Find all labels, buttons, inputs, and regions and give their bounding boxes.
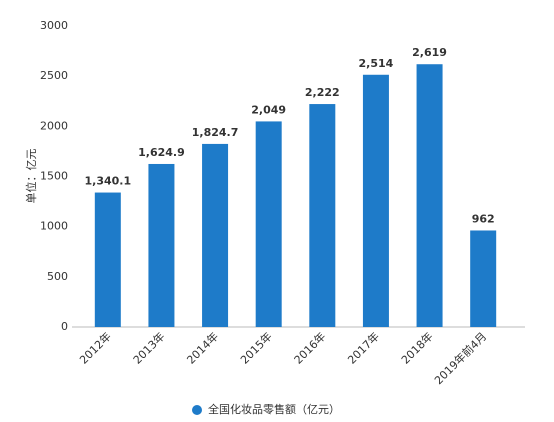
x-tick-label: 2012年 (76, 329, 113, 366)
y-tick-label: 1500 (40, 170, 68, 183)
x-tick-label: 2018年 (398, 329, 435, 366)
bar (202, 143, 229, 327)
bar (94, 192, 121, 327)
value-label: 2,222 (305, 86, 340, 99)
bar (309, 104, 336, 328)
bar (362, 74, 389, 328)
value-label: 2,514 (359, 57, 394, 70)
value-label: 1,340.1 (84, 175, 131, 188)
value-label: 1,624.9 (138, 146, 185, 159)
bar (416, 64, 443, 328)
legend-label: 全国化妆品零售额（亿元） (208, 402, 340, 416)
x-tick-label: 2017年 (345, 329, 382, 366)
y-tick-label: 500 (47, 270, 68, 283)
y-tick-label: 3000 (40, 19, 68, 32)
x-tick-label: 2014年 (184, 329, 221, 366)
x-tick-label: 2016年 (291, 329, 328, 366)
value-label: 2,619 (412, 46, 447, 59)
bar (470, 230, 497, 327)
x-tick-label: 2015年 (237, 329, 274, 366)
bar (148, 163, 175, 327)
y-tick-label: 2500 (40, 69, 68, 82)
y-tick-label: 0 (61, 320, 68, 333)
y-tick-label: 1000 (40, 220, 68, 233)
x-tick-label: 2019年前4月 (431, 329, 489, 387)
y-tick-label: 2000 (40, 119, 68, 132)
value-label: 2,049 (251, 103, 286, 116)
value-label: 962 (472, 212, 495, 225)
x-tick-label: 2013年 (130, 329, 167, 366)
legend-marker (192, 405, 202, 415)
value-label: 1,824.7 (192, 126, 239, 139)
bar (255, 121, 282, 328)
y-axis-label: 单位：亿元 (24, 149, 38, 204)
